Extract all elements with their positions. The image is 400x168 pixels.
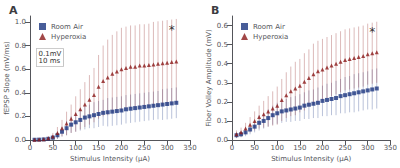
svg-text:B: B bbox=[211, 4, 219, 17]
svg-text:0.6: 0.6 bbox=[15, 65, 27, 73]
svg-text:0.2: 0.2 bbox=[217, 98, 228, 106]
svg-text:0.1: 0.1 bbox=[217, 117, 228, 125]
svg-text:350: 350 bbox=[183, 144, 196, 152]
svg-text:0.0: 0.0 bbox=[15, 136, 26, 144]
svg-text:0.0: 0.0 bbox=[217, 136, 228, 144]
svg-text:0: 0 bbox=[230, 144, 234, 152]
svg-text:Stimulus Intensity (μA): Stimulus Intensity (μA) bbox=[271, 155, 351, 163]
svg-text:200: 200 bbox=[316, 144, 329, 152]
svg-text:0.4: 0.4 bbox=[217, 60, 229, 68]
svg-text:*: * bbox=[369, 25, 375, 39]
svg-text:50: 50 bbox=[250, 144, 259, 152]
svg-text:100: 100 bbox=[271, 144, 284, 152]
svg-text:100: 100 bbox=[69, 144, 82, 152]
svg-text:Hyperoxia: Hyperoxia bbox=[253, 33, 288, 41]
svg-text:Room Air: Room Air bbox=[51, 23, 83, 31]
svg-text:0.6: 0.6 bbox=[217, 22, 229, 30]
svg-text:300: 300 bbox=[160, 144, 173, 152]
svg-text:0.1mV: 0.1mV bbox=[38, 50, 62, 58]
svg-text:0: 0 bbox=[28, 144, 32, 152]
svg-text:1.0: 1.0 bbox=[15, 18, 26, 26]
svg-text:Stimulus Intensity (μA): Stimulus Intensity (μA) bbox=[70, 155, 150, 163]
svg-text:A: A bbox=[9, 4, 18, 17]
svg-text:200: 200 bbox=[115, 144, 128, 152]
svg-text:250: 250 bbox=[138, 144, 151, 152]
svg-text:50: 50 bbox=[48, 144, 57, 152]
svg-text:250: 250 bbox=[338, 144, 351, 152]
svg-text:Hyperoxia: Hyperoxia bbox=[51, 33, 86, 41]
svg-text:Fiber Volley Amplitude (mV): Fiber Volley Amplitude (mV) bbox=[205, 29, 213, 127]
svg-text:0.2: 0.2 bbox=[15, 112, 26, 120]
svg-text:300: 300 bbox=[361, 144, 374, 152]
svg-text:0.8: 0.8 bbox=[15, 42, 26, 50]
svg-text:0.4: 0.4 bbox=[15, 89, 27, 97]
svg-text:150: 150 bbox=[92, 144, 105, 152]
svg-text:0.3: 0.3 bbox=[217, 79, 228, 87]
svg-text:fEPSP Slope (mV/ms): fEPSP Slope (mV/ms) bbox=[3, 41, 11, 115]
svg-text:350: 350 bbox=[384, 144, 397, 152]
svg-text:Room Air: Room Air bbox=[253, 23, 285, 31]
svg-text:10 ms: 10 ms bbox=[39, 57, 61, 65]
svg-text:*: * bbox=[169, 23, 175, 37]
svg-text:0.5: 0.5 bbox=[217, 41, 228, 49]
svg-text:150: 150 bbox=[293, 144, 306, 152]
